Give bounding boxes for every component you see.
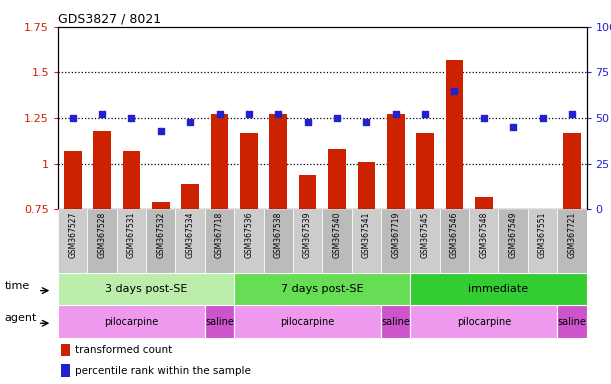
Bar [123,151,141,209]
Bar [557,305,587,338]
Text: GSM367540: GSM367540 [332,212,342,258]
Bar [181,184,199,209]
Bar [58,305,205,338]
Bar [240,133,258,209]
Text: GSM367721: GSM367721 [568,212,576,258]
Point [126,115,136,121]
Bar [357,162,375,209]
Bar [146,209,175,273]
Bar [411,273,587,305]
Bar [60,344,70,356]
Bar [381,305,411,338]
Text: percentile rank within the sample: percentile rank within the sample [75,366,251,376]
Bar [440,209,469,273]
Bar [381,209,411,273]
Bar [175,209,205,273]
Text: GSM367538: GSM367538 [274,212,283,258]
Point [420,111,430,118]
Bar [352,209,381,273]
Bar [475,197,492,209]
Text: GSM367545: GSM367545 [420,212,430,258]
Point [214,111,224,118]
Text: saline: saline [557,316,587,327]
Text: GSM367548: GSM367548 [479,212,488,258]
Bar [328,149,346,209]
Point [391,111,401,118]
Bar [563,133,580,209]
Bar [263,209,293,273]
Bar [58,209,87,273]
Point [538,115,547,121]
Bar [387,114,404,209]
Text: saline: saline [381,316,410,327]
Text: GSM367532: GSM367532 [156,212,166,258]
Bar [411,209,440,273]
Bar [234,305,381,338]
Text: transformed count: transformed count [75,345,172,355]
Point [479,115,489,121]
Bar [528,209,557,273]
Point [97,111,107,118]
Text: pilocarpine: pilocarpine [280,316,335,327]
Bar [87,209,117,273]
Text: immediate: immediate [469,284,529,294]
Text: GSM367536: GSM367536 [244,212,254,258]
Text: GSM367539: GSM367539 [303,212,312,258]
Text: agent: agent [5,313,37,323]
Point [362,119,371,125]
Point [450,88,459,94]
Point [302,119,312,125]
Bar [205,209,234,273]
Point [68,115,78,121]
Bar [445,60,463,209]
Text: pilocarpine: pilocarpine [104,316,159,327]
Bar [152,202,170,209]
Point [244,111,254,118]
Bar [60,364,70,377]
Text: GSM367534: GSM367534 [186,212,195,258]
Text: GSM367546: GSM367546 [450,212,459,258]
Bar [205,305,234,338]
Text: GSM367527: GSM367527 [68,212,77,258]
Bar [299,175,316,209]
Bar [64,151,81,209]
Bar [211,114,229,209]
Bar [323,209,352,273]
Point [185,119,195,125]
Text: GSM367541: GSM367541 [362,212,371,258]
Text: GDS3827 / 8021: GDS3827 / 8021 [58,13,161,26]
Text: GSM367528: GSM367528 [98,212,106,258]
Text: GSM367719: GSM367719 [391,212,400,258]
Bar [234,209,263,273]
Text: 3 days post-SE: 3 days post-SE [105,284,188,294]
Point [156,128,166,134]
Text: time: time [5,281,30,291]
Point [508,124,518,130]
Bar [416,133,434,209]
Text: GSM367549: GSM367549 [508,212,518,258]
Point [567,111,577,118]
Point [332,115,342,121]
Bar [117,209,146,273]
Text: pilocarpine: pilocarpine [456,316,511,327]
Text: saline: saline [205,316,234,327]
Bar [469,209,499,273]
Text: GSM367551: GSM367551 [538,212,547,258]
Text: GSM367718: GSM367718 [215,212,224,258]
Bar [269,114,287,209]
Bar [93,131,111,209]
Bar [411,305,557,338]
Bar [557,209,587,273]
Bar [58,273,234,305]
Bar [293,209,323,273]
Text: 7 days post-SE: 7 days post-SE [281,284,364,294]
Bar [499,209,528,273]
Point [273,111,283,118]
Text: GSM367531: GSM367531 [127,212,136,258]
Bar [234,273,411,305]
